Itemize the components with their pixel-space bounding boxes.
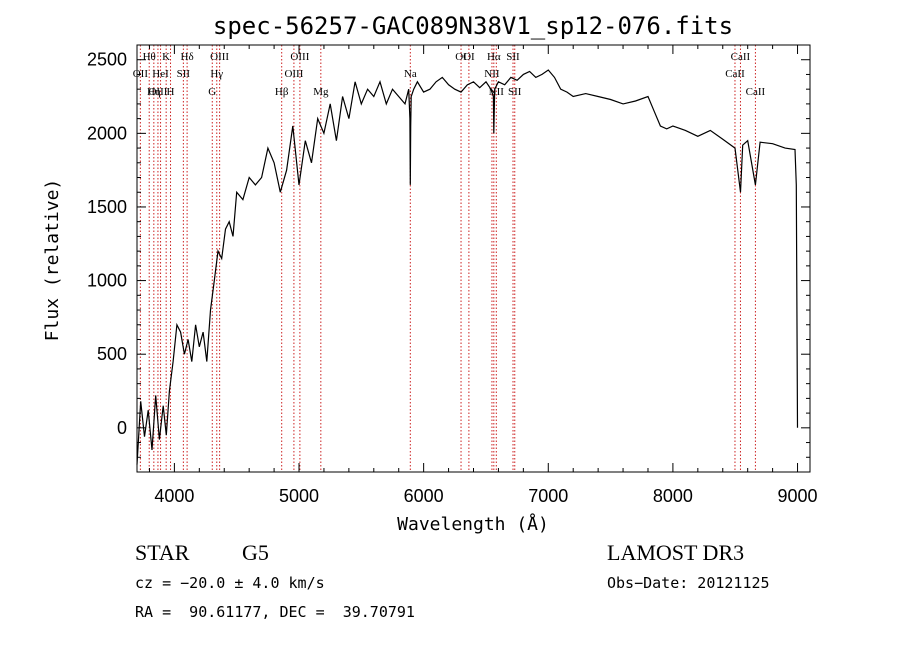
marker-label: CaII bbox=[725, 68, 745, 80]
x-tick-label: 5000 bbox=[279, 486, 319, 506]
emission-line-markers bbox=[139, 45, 756, 472]
y-axis-ticks: 0 500 1000 1500 2000 2500 bbox=[87, 50, 810, 458]
marker-label: Hδ bbox=[181, 51, 194, 63]
marker-label: OI bbox=[455, 51, 467, 63]
y-axis-label: Flux (relative) bbox=[42, 179, 63, 342]
y-tick-label: 0 bbox=[117, 418, 127, 438]
y-tick-label: 1500 bbox=[87, 197, 127, 217]
marker-label: K bbox=[162, 51, 170, 63]
marker-label: Hα bbox=[487, 51, 501, 63]
marker-label: CaII bbox=[746, 86, 766, 98]
y-tick-label: 500 bbox=[97, 344, 127, 364]
redshift-velocity: cz = −20.0 ± 4.0 km/s bbox=[135, 574, 325, 592]
marker-label: CaII bbox=[731, 51, 751, 63]
chart-title: spec-56257-GAC089N38V1_sp12-076.fits bbox=[213, 12, 733, 40]
spectrum-line bbox=[136, 69, 799, 465]
x-tick-label: 4000 bbox=[154, 486, 194, 506]
y-tick-label: 2500 bbox=[87, 50, 127, 70]
x-tick-label: 9000 bbox=[778, 486, 818, 506]
x-tick-label: 6000 bbox=[404, 486, 444, 506]
marker-label: Na bbox=[404, 68, 417, 80]
marker-label: Mg bbox=[313, 86, 329, 98]
marker-label: NII bbox=[489, 86, 505, 98]
object-class: STAR bbox=[135, 540, 190, 565]
x-tick-label: 7000 bbox=[528, 486, 568, 506]
y-tick-label: 1000 bbox=[87, 271, 127, 291]
spectral-subclass: G5 bbox=[242, 540, 269, 565]
marker-label: SII bbox=[506, 51, 520, 63]
marker-label: NII bbox=[484, 68, 500, 80]
marker-label: Hθ bbox=[143, 51, 156, 63]
marker-label: G bbox=[208, 86, 216, 98]
marker-label: SII bbox=[177, 68, 191, 80]
marker-label: SII bbox=[508, 86, 522, 98]
marker-label: OIII bbox=[210, 51, 229, 63]
marker-label: H bbox=[167, 86, 175, 98]
marker-label: OIII bbox=[284, 68, 303, 80]
sky-coordinates: RA = 90.61177, DEC = 39.70791 bbox=[135, 603, 415, 621]
x-tick-label: 8000 bbox=[653, 486, 693, 506]
marker-label: OIII bbox=[148, 86, 167, 98]
marker-label: Hη bbox=[147, 86, 161, 98]
survey-name: LAMOST DR3 bbox=[607, 540, 745, 565]
plot-frame bbox=[136, 44, 811, 473]
marker-label: OI bbox=[463, 51, 475, 63]
x-axis-ticks: 4000 5000 6000 7000 8000 9000 bbox=[148, 45, 818, 506]
observation-date: Obs−Date: 20121125 bbox=[607, 574, 770, 592]
x-axis-label: Wavelength (Å) bbox=[397, 513, 549, 535]
marker-label: Hγ bbox=[210, 68, 223, 80]
y-tick-label: 2000 bbox=[87, 123, 127, 143]
marker-label: Hβ bbox=[275, 86, 289, 98]
marker-label: OIII bbox=[290, 51, 309, 63]
marker-label: HeI bbox=[152, 68, 169, 80]
